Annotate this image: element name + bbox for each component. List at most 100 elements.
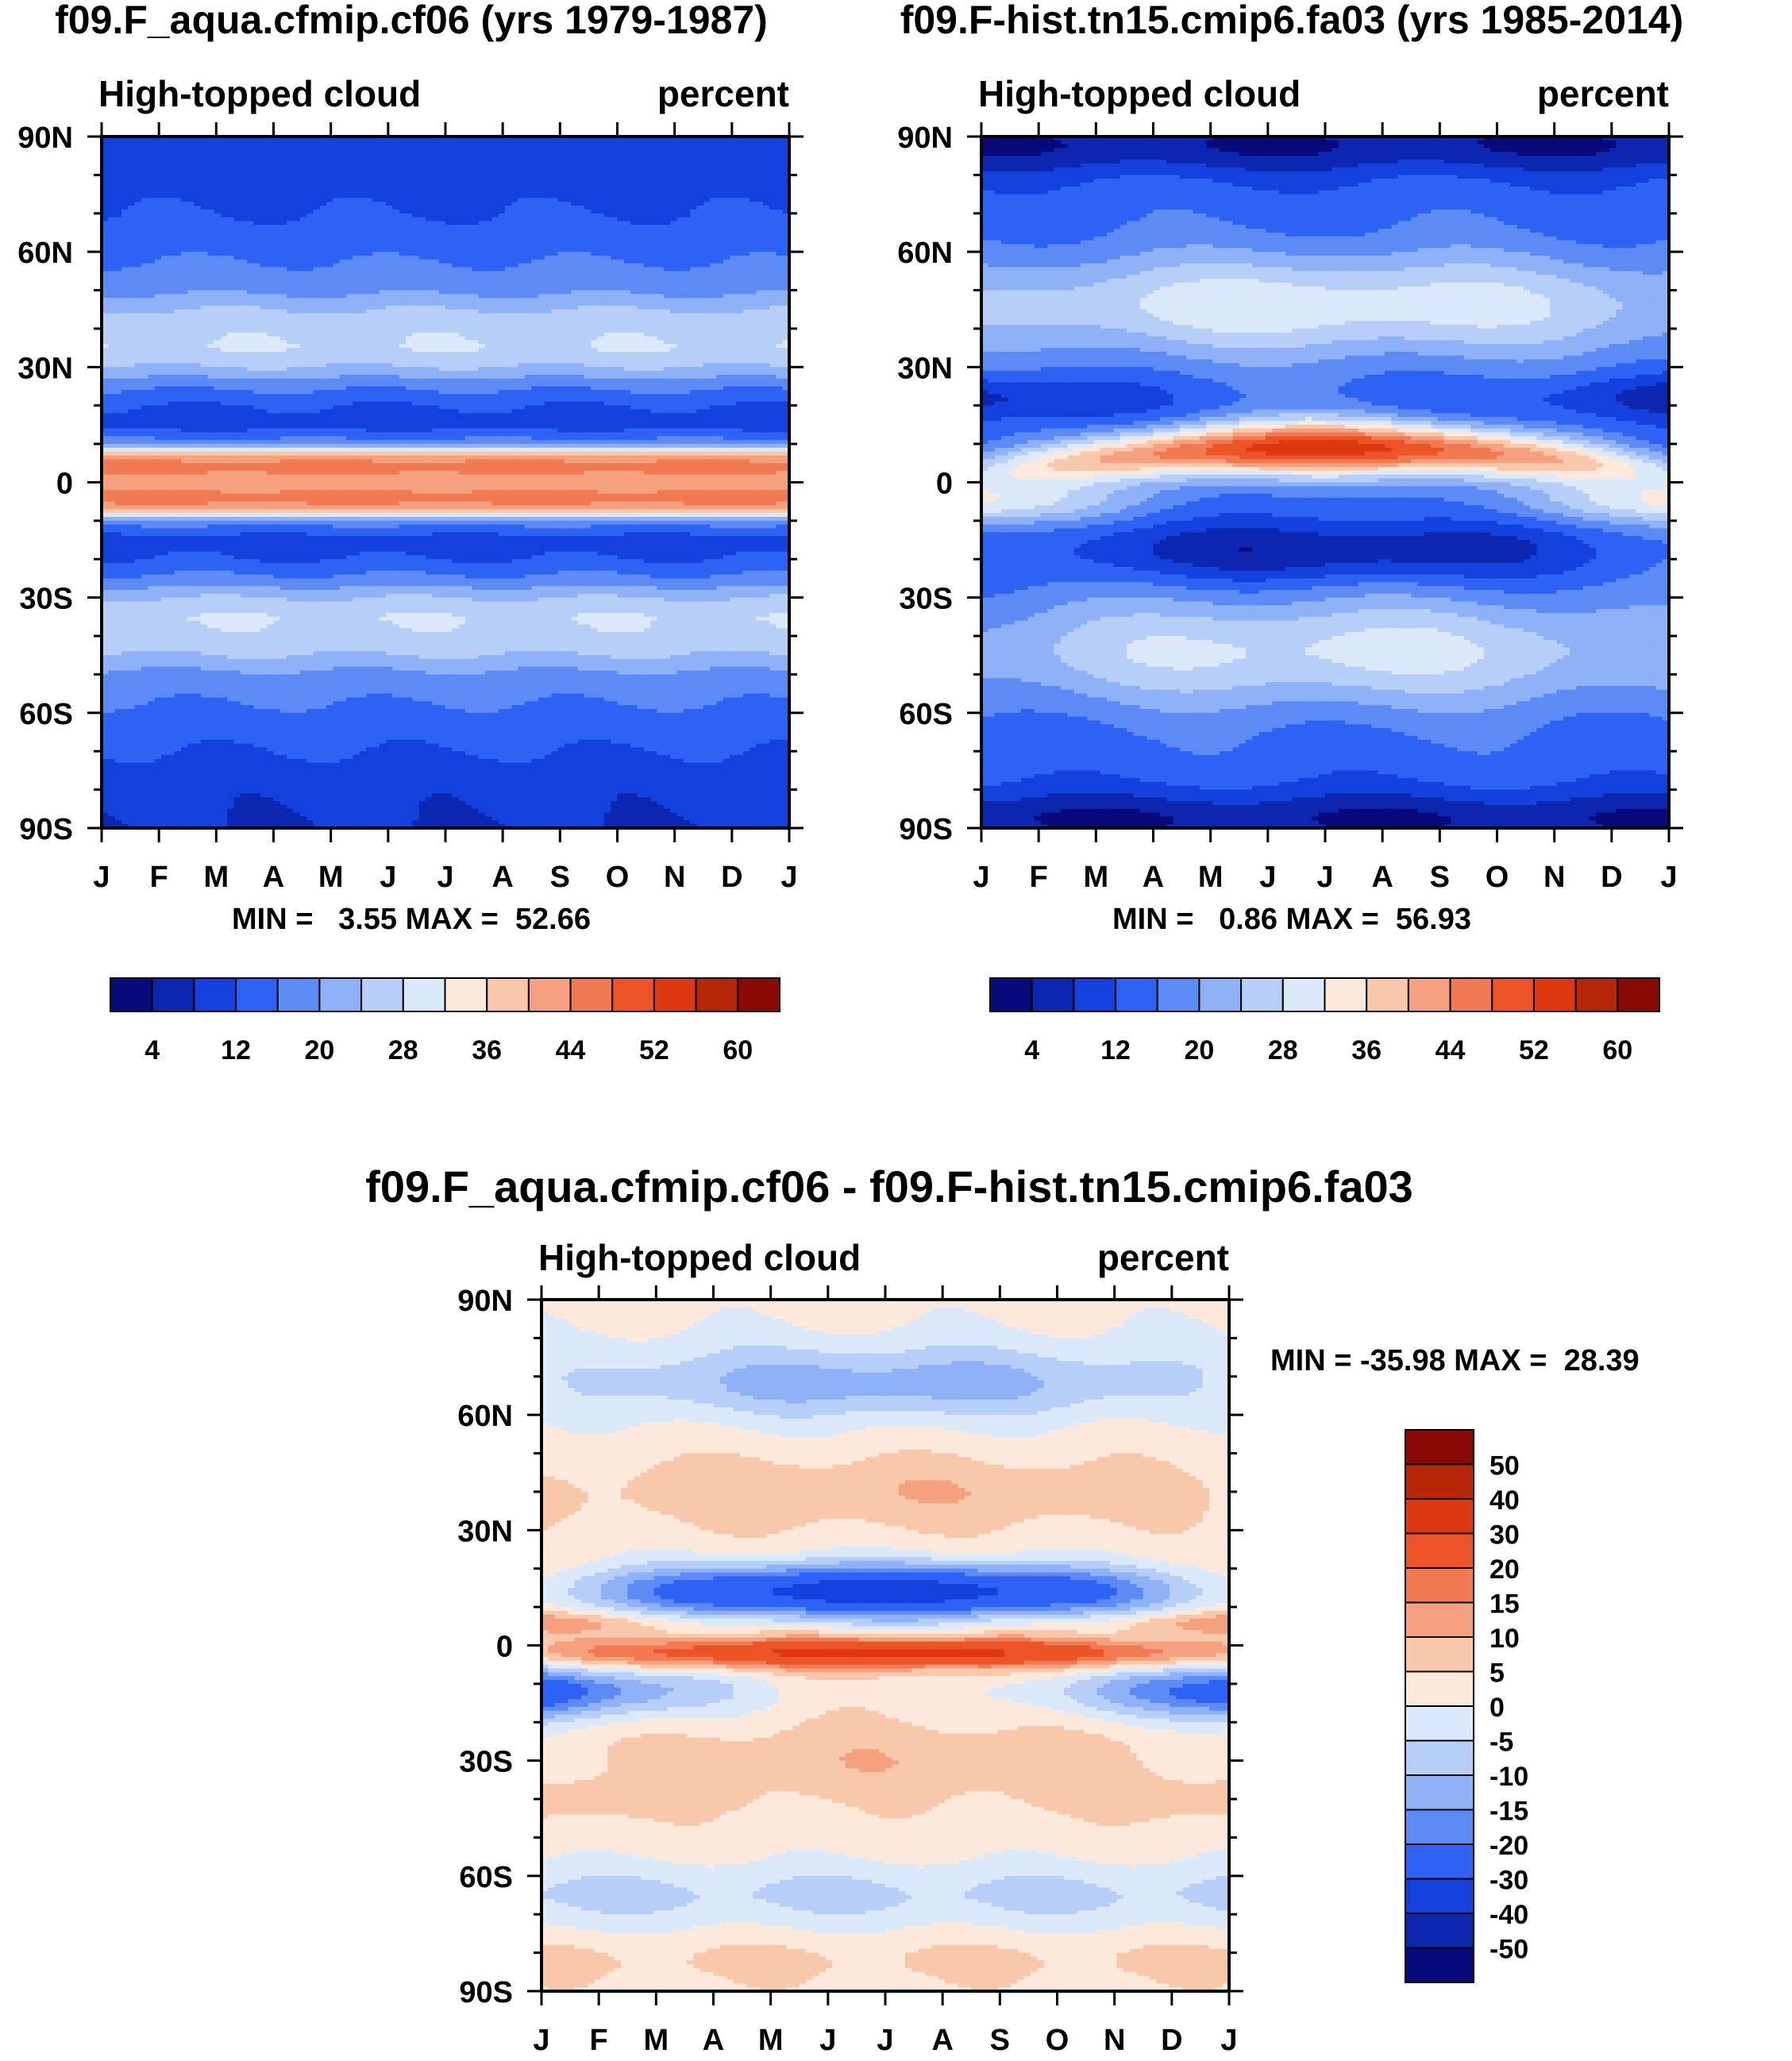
heatmap-cell [598, 179, 605, 183]
heatmap-cell [558, 171, 565, 175]
heatmap-cell [472, 183, 479, 187]
heatmap-cell [696, 152, 703, 156]
heatmap-cell [618, 168, 625, 171]
heatmap-cell [611, 144, 618, 148]
heatmap-cell [181, 160, 188, 164]
heatmap-cell [195, 198, 202, 202]
heatmap-cell [247, 148, 254, 152]
heatmap-cell [135, 202, 142, 206]
heatmap-cell [591, 171, 598, 175]
heatmap-cell [756, 171, 763, 175]
heatmap-cell [254, 168, 261, 171]
heatmap-cell [274, 148, 281, 152]
heatmap-cell [657, 141, 664, 144]
heatmap-cell [551, 164, 558, 168]
heatmap-cell [465, 187, 472, 191]
heatmap-cell [372, 164, 380, 168]
heatmap-cell [565, 183, 572, 187]
heatmap-cell [723, 179, 730, 183]
heatmap-cell [479, 141, 486, 144]
heatmap-cell [187, 175, 195, 179]
heatmap-cell [406, 148, 413, 152]
heatmap-cell [195, 164, 202, 168]
heatmap-cell [161, 175, 168, 179]
heatmap-cell [558, 195, 565, 198]
heatmap-cell [161, 156, 168, 160]
heatmap-cell [161, 152, 168, 156]
heatmap-cell [221, 191, 228, 195]
heatmap-cell [181, 175, 188, 179]
heatmap-cell [406, 198, 413, 202]
heatmap-cell [353, 152, 360, 156]
heatmap-cell [380, 195, 387, 198]
heatmap-cell [591, 156, 598, 160]
heatmap-cell [161, 183, 168, 187]
heatmap-cell [538, 171, 545, 175]
heatmap-cell [545, 191, 552, 195]
heatmap-cell [485, 141, 492, 144]
heatmap-cell [141, 195, 148, 198]
heatmap-cell [452, 148, 459, 152]
heatmap-cell [445, 171, 453, 175]
heatmap-cell [472, 195, 479, 198]
heatmap-cell [175, 144, 182, 148]
heatmap-cell [710, 156, 717, 160]
heatmap-cell [611, 195, 618, 198]
heatmap-cell [426, 175, 433, 179]
heatmap-cell [650, 171, 657, 175]
heatmap-cell [346, 195, 353, 198]
heatmap-cell [743, 156, 750, 160]
heatmap-cell [121, 191, 129, 195]
heatmap-cell [392, 148, 399, 152]
heatmap-cell [161, 168, 168, 171]
heatmap-cell [531, 141, 538, 144]
heatmap-cell [234, 179, 241, 183]
heatmap-cell [630, 179, 638, 183]
heatmap-cell [300, 164, 307, 168]
heatmap-cell [175, 187, 182, 191]
heatmap-cell [511, 187, 518, 191]
heatmap-cell [736, 148, 743, 152]
heatmap-cell [716, 160, 723, 164]
panel-aqua-variable-label: High-topped cloud [98, 73, 421, 114]
heatmap-cell [227, 183, 234, 187]
heatmap-cell [313, 141, 320, 144]
heatmap-cell [565, 187, 572, 191]
heatmap-cell [260, 168, 268, 171]
heatmap-cell [326, 144, 333, 148]
heatmap-cell [505, 144, 512, 148]
heatmap-cell [584, 148, 592, 152]
heatmap-cell [604, 164, 611, 168]
heatmap-cell [637, 171, 644, 175]
heatmap-cell [472, 160, 479, 164]
heatmap-cell [565, 144, 572, 148]
heatmap-cell [366, 160, 373, 164]
heatmap-cell [551, 156, 558, 160]
heatmap-cell [108, 168, 115, 171]
heatmap-cell [201, 144, 208, 148]
heatmap-cell [300, 160, 307, 164]
heatmap-cell [366, 168, 373, 171]
heatmap-cell [538, 183, 545, 187]
heatmap-cell [670, 148, 677, 152]
heatmap-cell [353, 148, 360, 152]
heatmap-cell [181, 141, 188, 144]
heatmap-cell [121, 202, 129, 206]
heatmap-cell [214, 160, 222, 164]
heatmap-cell [578, 171, 585, 175]
heatmap-cell [618, 191, 625, 195]
heatmap-cell [168, 191, 175, 195]
heatmap-cell [452, 168, 459, 171]
heatmap-cell [491, 171, 499, 175]
heatmap-cell [320, 183, 327, 187]
heatmap-cell [221, 160, 228, 164]
heatmap-cell [684, 175, 691, 179]
heatmap-cell [128, 179, 135, 183]
heatmap-cell [644, 148, 651, 152]
heatmap-cell [690, 152, 697, 156]
heatmap-cell [187, 183, 195, 187]
heatmap-cell [386, 191, 393, 195]
heatmap-cell [247, 175, 254, 179]
heatmap-cell [293, 148, 300, 152]
heatmap-cell [155, 156, 162, 160]
